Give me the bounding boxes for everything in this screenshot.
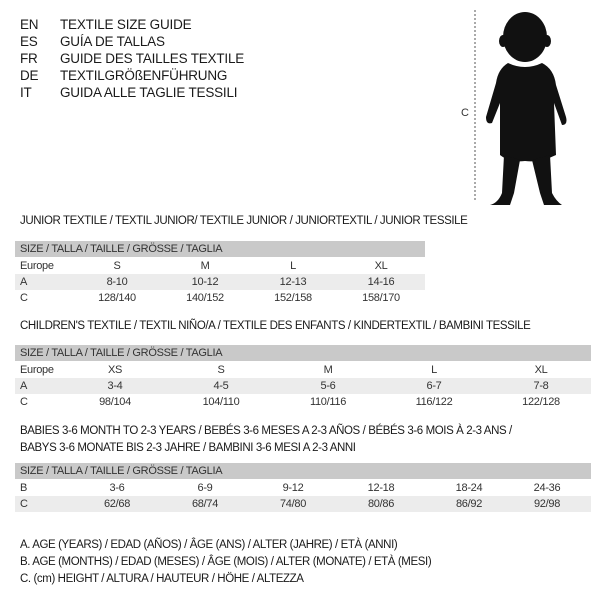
row-label: C [20, 498, 28, 510]
table-row: A 3-4 4-5 5-6 6-7 7-8 [15, 378, 591, 394]
lang-code: EN [20, 17, 39, 32]
row-label: B [20, 482, 28, 494]
legend-height: C. (cm) HEIGHT / ALTURA / HAUTEUR / HÖHE… [20, 573, 304, 585]
lang-code: ES [20, 34, 38, 49]
table-cell: 9-12 [282, 482, 304, 494]
table-cell: 86/92 [455, 498, 483, 510]
table-header: SIZE / TALLA / TAILLE / GRÖSSE / TAGLIA [15, 463, 591, 479]
legend-age-months: B. AGE (MONTHS) / EDAD (MESES) / ÂGE (MO… [20, 556, 432, 568]
children-table-title: CHILDREN'S TEXTILE / TEXTIL NIÑO/A / TEX… [20, 320, 531, 332]
table-cell: 7-8 [533, 380, 549, 392]
table-cell: 12-13 [279, 276, 307, 288]
table-cell: 92/98 [533, 498, 561, 510]
table-cell: XL [534, 364, 548, 376]
row-label: A [20, 276, 28, 288]
height-measure-label: C [461, 107, 469, 119]
table-row: C 98/104 104/110 110/116 116/122 122/128 [15, 394, 591, 410]
table-row: B 3-6 6-9 9-12 12-18 18-24 24-36 [15, 480, 591, 496]
row-label: C [20, 292, 28, 304]
row-label: A [20, 380, 28, 392]
table-row: A 8-10 10-12 12-13 14-16 [15, 274, 425, 290]
babies-table-title: BABIES 3-6 MONTH TO 2-3 YEARS / BEBÉS 3-… [20, 425, 512, 437]
lang-code: IT [20, 85, 32, 100]
table-cell: 104/110 [202, 396, 240, 408]
table-cell: 5-6 [320, 380, 336, 392]
table-cell: 10-12 [191, 276, 219, 288]
table-cell: 6-7 [426, 380, 442, 392]
table-cell: 3-4 [107, 380, 123, 392]
row-label: C [20, 396, 28, 408]
table-cell: 8-10 [106, 276, 128, 288]
lang-title: TEXTILGRÖßENFÜHRUNG [60, 68, 228, 83]
table-cell: 110/116 [309, 396, 347, 408]
table-cell: L [290, 260, 296, 272]
table-row: C 128/140 140/152 152/158 158/170 [15, 290, 425, 306]
table-cell: S [217, 364, 225, 376]
table-cell: 140/152 [186, 292, 224, 304]
table-cell: 3-6 [109, 482, 125, 494]
table-cell: 62/68 [103, 498, 131, 510]
table-row: Europe S M L XL [15, 258, 425, 274]
table-cell: 68/74 [191, 498, 219, 510]
row-label: Europe [20, 260, 54, 272]
children-size-table: SIZE / TALLA / TAILLE / GRÖSSE / TAGLIA … [15, 345, 591, 410]
junior-size-table: SIZE / TALLA / TAILLE / GRÖSSE / TAGLIA … [15, 241, 425, 306]
table-cell: 80/86 [367, 498, 395, 510]
baby-silhouette-icon [474, 10, 567, 205]
lang-title: GUIDE DES TAILLES TEXTILE [60, 51, 245, 66]
row-label: Europe [20, 364, 54, 376]
table-cell: M [323, 364, 333, 376]
table-row: C 62/68 68/74 74/80 80/86 86/92 92/98 [15, 496, 591, 512]
table-cell: 152/158 [274, 292, 312, 304]
table-cell: 122/128 [522, 396, 560, 408]
lang-title: GUIDA ALLE TAGLIE TESSILI [60, 85, 238, 100]
table-cell: 74/80 [279, 498, 307, 510]
table-cell: 116/122 [415, 396, 453, 408]
table-cell: 98/104 [99, 396, 131, 408]
table-cell: 4-5 [213, 380, 229, 392]
table-cell: 24-36 [533, 482, 561, 494]
table-cell: XS [107, 364, 123, 376]
junior-table-title: JUNIOR TEXTILE / TEXTIL JUNIOR/ TEXTILE … [20, 215, 468, 227]
lang-title: GUÍA DE TALLAS [60, 34, 165, 49]
table-cell: S [113, 260, 121, 272]
table-header: SIZE / TALLA / TAILLE / GRÖSSE / TAGLIA [15, 345, 591, 361]
table-cell: 128/140 [98, 292, 136, 304]
lang-code: DE [20, 68, 39, 83]
table-cell: 12-18 [367, 482, 395, 494]
lang-title: TEXTILE SIZE GUIDE [60, 17, 192, 32]
table-cell: 6-9 [197, 482, 213, 494]
table-row: Europe XS S M L XL [15, 362, 591, 378]
table-cell: 14-16 [367, 276, 395, 288]
babies-table-title-line2: BABYS 3-6 MONATE BIS 2-3 JAHRE / BAMBINI… [20, 442, 356, 454]
lang-code: FR [20, 51, 38, 66]
table-cell: XL [374, 260, 388, 272]
babies-size-table: SIZE / TALLA / TAILLE / GRÖSSE / TAGLIA … [15, 463, 591, 512]
table-cell: 18-24 [455, 482, 483, 494]
table-cell: L [431, 364, 437, 376]
table-cell: 158/170 [362, 292, 400, 304]
legend-age-years: A. AGE (YEARS) / EDAD (AÑOS) / ÂGE (ANS)… [20, 539, 398, 551]
table-cell: M [200, 260, 210, 272]
table-header: SIZE / TALLA / TAILLE / GRÖSSE / TAGLIA [15, 241, 425, 257]
